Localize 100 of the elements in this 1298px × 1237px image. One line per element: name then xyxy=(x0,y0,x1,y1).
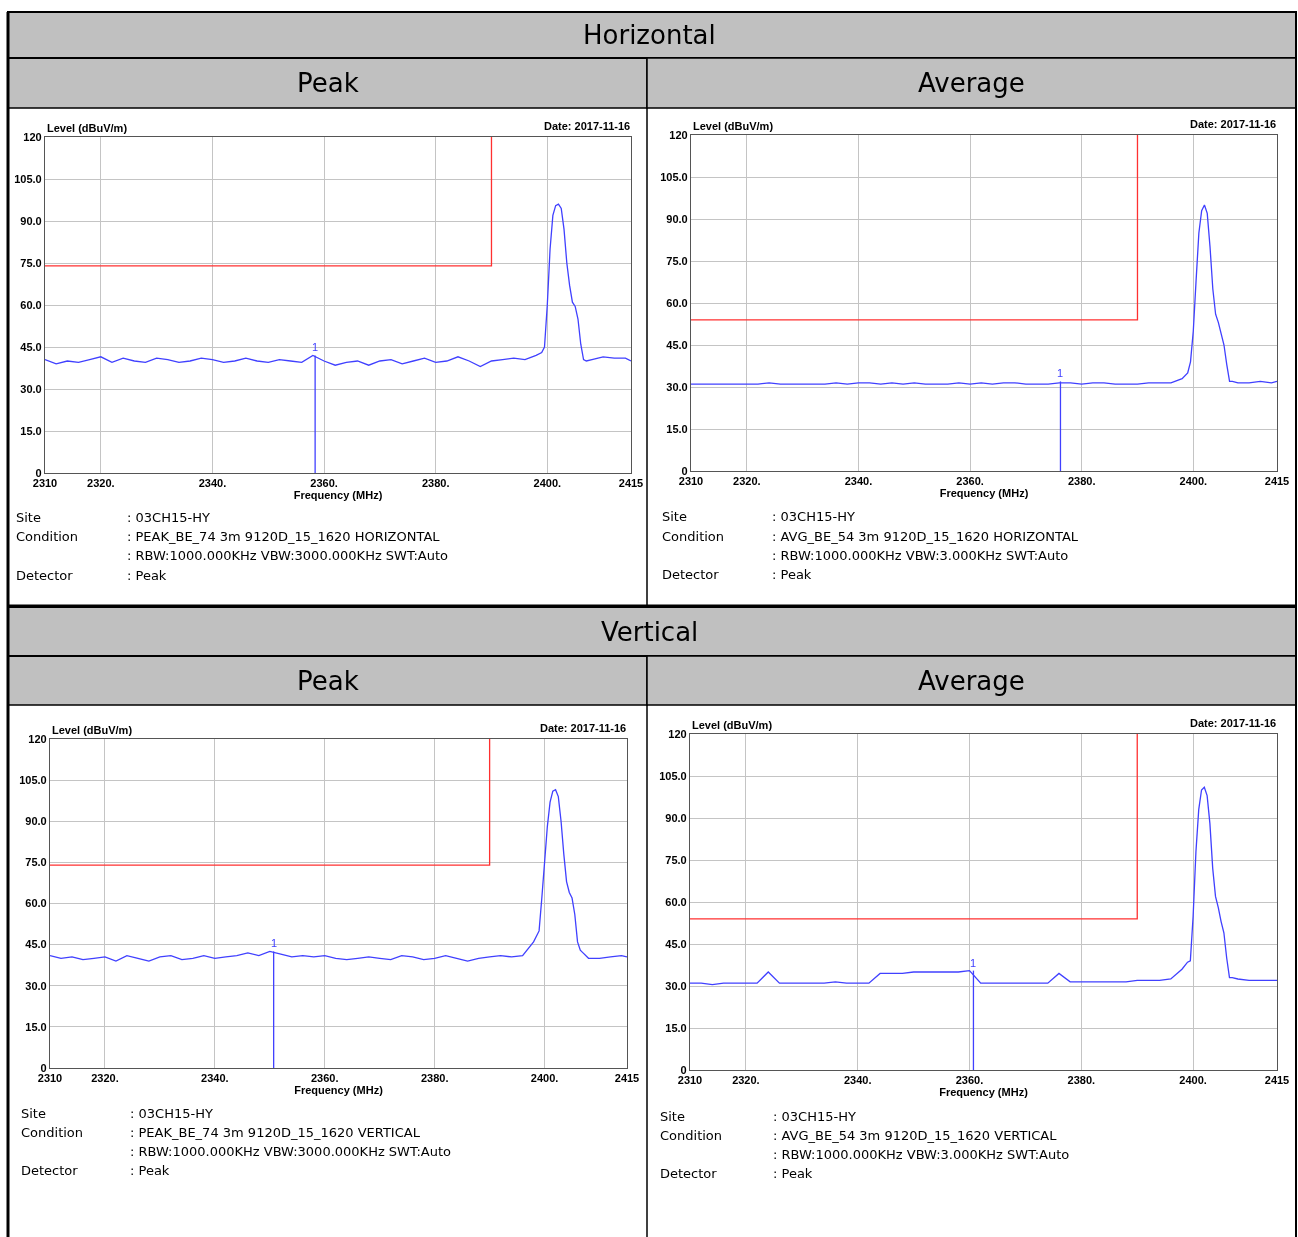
y-tick-label: 30.0 xyxy=(25,979,47,992)
y-tick-label: 15.0 xyxy=(20,424,42,437)
y-tick-label: 0 xyxy=(40,1061,47,1074)
text: : 03CH15-HY xyxy=(130,1106,213,1121)
x-tick-label: 2380. xyxy=(421,477,450,490)
y-tick-label: 45.0 xyxy=(666,338,688,351)
chart-title: Peak xyxy=(297,666,359,696)
text: Condition xyxy=(21,1125,84,1140)
text: : 03CH15-HY xyxy=(773,1109,856,1124)
x-tick-label: 2400. xyxy=(533,477,562,490)
text: Site xyxy=(21,1106,46,1121)
text: Date: 2017-11-16 xyxy=(1190,717,1277,729)
text: Date: 2017-11-16 xyxy=(544,120,631,132)
x-axis-title: Frequency (MHz) xyxy=(293,489,383,502)
y-tick-label: 30.0 xyxy=(666,380,688,393)
text: Detector xyxy=(662,567,720,582)
x-tick-label: 2340. xyxy=(201,1072,229,1085)
y-tick-label: 105.0 xyxy=(660,170,688,183)
x-tick-label: 2360. xyxy=(956,475,984,488)
text: : RBW:1000.000KHz VBW:3000.000KHz SWT:Auto xyxy=(127,548,449,563)
annotation: 1 xyxy=(271,937,278,949)
text: : AVG_BE_54 3m 9120D_15_1620 VERTICAL xyxy=(773,1128,1058,1143)
x-tick-label: 2310 xyxy=(37,1072,63,1085)
text: : Peak xyxy=(773,1166,813,1181)
y-axis-title: Level (dBuV/m) xyxy=(693,120,774,132)
x-axis-title: Frequency (MHz) xyxy=(939,487,1029,500)
x-tick-label: 2310 xyxy=(677,1074,703,1087)
y-tick-label: 15.0 xyxy=(665,1021,687,1034)
text: Site xyxy=(660,1109,685,1124)
y-tick-label: 105.0 xyxy=(659,769,687,782)
x-tick-label: 2415 xyxy=(1264,1074,1290,1087)
text: : Peak xyxy=(772,567,812,582)
y-tick-label: 60.0 xyxy=(25,897,47,910)
y-tick-label: 60.0 xyxy=(20,298,42,311)
x-tick-label: 2400. xyxy=(530,1072,559,1085)
y-tick-label: 15.0 xyxy=(666,422,688,435)
chart-title: Average xyxy=(918,68,1025,98)
text: Date: 2017-11-16 xyxy=(540,722,627,734)
text: : 03CH15-HY xyxy=(127,510,210,525)
y-tick-label: 45.0 xyxy=(20,340,42,353)
text: : PEAK_BE_74 3m 9120D_15_1620 VERTICAL xyxy=(130,1125,421,1140)
chart-subtitle: Vertical xyxy=(601,617,699,647)
x-tick-label: 2320. xyxy=(91,1072,119,1085)
text: : RBW:1000.000KHz VBW:3.000KHz SWT:Auto xyxy=(772,548,1069,563)
y-tick-label: 75.0 xyxy=(20,256,42,269)
y-tick-label: 75.0 xyxy=(665,853,687,866)
x-axis-title: Frequency (MHz) xyxy=(939,1086,1029,1099)
y-tick-label: 75.0 xyxy=(25,856,47,869)
text: : RBW:1000.000KHz VBW:3.000KHz SWT:Auto xyxy=(773,1147,1070,1162)
y-tick-label: 120 xyxy=(668,727,687,740)
y-axis-title: Level (dBuV/m) xyxy=(52,724,133,736)
y-tick-label: 105.0 xyxy=(14,172,42,185)
text: Detector xyxy=(21,1163,79,1178)
text: Detector xyxy=(16,568,74,583)
text: Date: 2017-11-16 xyxy=(1190,118,1277,130)
x-tick-label: 2320. xyxy=(733,475,761,488)
annotation: 1 xyxy=(1057,367,1064,379)
y-tick-label: 30.0 xyxy=(665,979,687,992)
text: Site xyxy=(16,510,41,525)
y-tick-label: 90.0 xyxy=(666,212,688,225)
y-tick-label: 45.0 xyxy=(25,938,47,951)
x-tick-label: 2310 xyxy=(32,477,58,490)
text: Condition xyxy=(662,529,725,544)
x-tick-label: 2360. xyxy=(955,1074,984,1087)
x-tick-label: 2400. xyxy=(1179,475,1208,488)
y-tick-label: 0 xyxy=(35,466,42,479)
x-axis-title: Frequency (MHz) xyxy=(294,1084,384,1097)
y-tick-label: 105.0 xyxy=(19,773,47,786)
x-tick-label: 2400. xyxy=(1179,1074,1207,1087)
y-tick-label: 30.0 xyxy=(20,382,42,395)
y-tick-label: 60.0 xyxy=(666,296,688,309)
y-tick-label: 60.0 xyxy=(665,895,687,908)
text: : 03CH15-HY xyxy=(772,509,855,524)
chart-title: Peak xyxy=(297,68,359,98)
y-tick-label: 15.0 xyxy=(25,1020,47,1033)
y-tick-label: 120 xyxy=(23,130,42,143)
y-axis-title: Level (dBuV/m) xyxy=(47,122,128,134)
y-tick-label: 90.0 xyxy=(665,811,687,824)
text: : RBW:1000.000KHz VBW:3000.000KHz SWT:Auto xyxy=(130,1144,452,1159)
y-tick-label: 120 xyxy=(28,732,47,745)
x-tick-label: 2360. xyxy=(310,477,338,490)
x-tick-label: 2320. xyxy=(87,477,115,490)
text: : Peak xyxy=(127,568,167,583)
x-tick-label: 2415 xyxy=(618,477,644,490)
x-tick-label: 2380. xyxy=(1067,1074,1096,1087)
y-tick-label: 90.0 xyxy=(20,214,42,227)
text: Condition xyxy=(16,529,79,544)
y-tick-label: 45.0 xyxy=(665,937,687,950)
text: Detector xyxy=(660,1166,718,1181)
y-tick-label: 120 xyxy=(669,128,688,141)
text: Site xyxy=(662,509,687,524)
y-tick-label: 90.0 xyxy=(25,815,47,828)
chart-title: Average xyxy=(918,666,1025,696)
x-tick-label: 2380. xyxy=(1067,475,1096,488)
text: : Peak xyxy=(130,1163,170,1178)
text: : AVG_BE_54 3m 9120D_15_1620 HORIZONTAL xyxy=(772,529,1079,544)
chart-subtitle: Horizontal xyxy=(583,20,716,50)
x-tick-label: 2360. xyxy=(310,1072,339,1085)
y-tick-label: 75.0 xyxy=(666,254,688,267)
x-tick-label: 2340. xyxy=(843,1074,872,1087)
